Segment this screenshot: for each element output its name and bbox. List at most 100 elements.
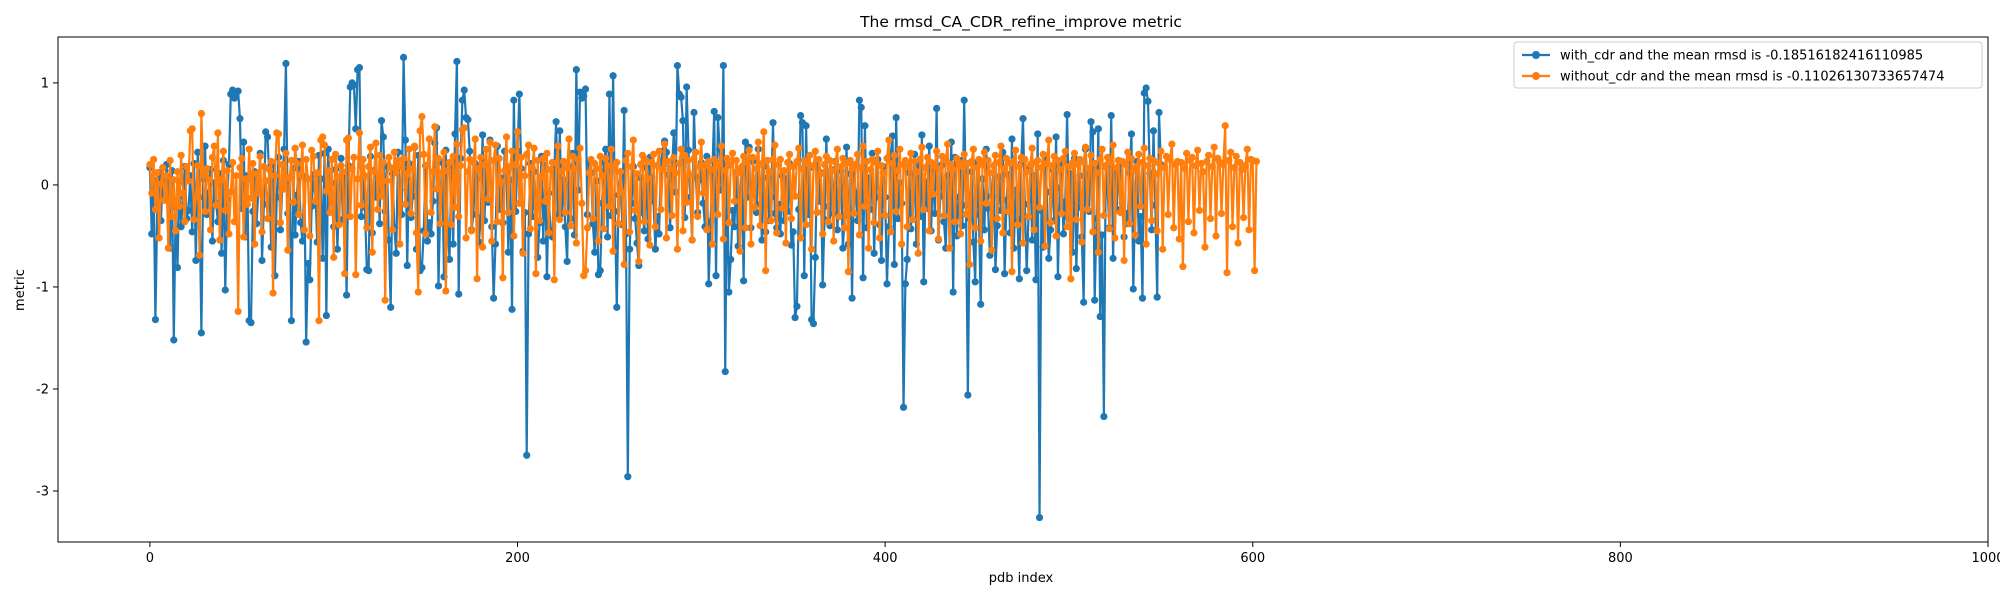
series-2-point [1205, 151, 1213, 159]
series-1-point [613, 303, 621, 311]
x-tick-label: 800 [1608, 551, 1633, 566]
series-2-point [705, 157, 713, 166]
series-2-point [537, 173, 546, 181]
series-2-point [655, 147, 663, 155]
series-2-point [866, 166, 875, 174]
series-2-point [1024, 212, 1033, 221]
series-1-point [1094, 125, 1102, 133]
series-2-point [412, 229, 421, 237]
series-2-point [615, 220, 623, 228]
series-2-point [1001, 165, 1009, 173]
series-2-point [205, 176, 213, 184]
series-2-point [969, 145, 977, 153]
series-2-point [502, 133, 511, 141]
series-1-point [1142, 84, 1150, 92]
series-2-point [1124, 148, 1132, 156]
series-2-point [719, 235, 727, 243]
series-2-point [1102, 161, 1110, 170]
series-2-point [581, 267, 590, 275]
series-2-point [1234, 239, 1242, 247]
series-2-point [921, 163, 930, 172]
series-2-point [728, 149, 737, 157]
series-2-point [627, 162, 636, 171]
series-1-point [556, 127, 564, 135]
series-2-point [945, 244, 954, 252]
series-1-point [602, 145, 610, 153]
series-1-point [539, 237, 547, 245]
series-2-point [784, 158, 792, 167]
series-2-point [157, 180, 165, 188]
series-2-point [355, 129, 364, 137]
series-1-point [258, 256, 266, 265]
series-1-point [940, 218, 948, 226]
series-1-point [403, 261, 411, 270]
series-2-point [438, 169, 446, 177]
series-1-point [728, 206, 737, 215]
series-2-point [526, 225, 534, 233]
series-1-point [626, 245, 634, 253]
series-2-point [499, 274, 507, 282]
series-2-point [752, 165, 761, 173]
series-2-point [241, 175, 250, 183]
series-2-point [164, 244, 172, 252]
series-2-point [699, 189, 707, 197]
series-2-point [855, 231, 864, 239]
series-2-point [1148, 217, 1156, 225]
series-2-point [330, 253, 338, 261]
series-1-point [883, 280, 891, 288]
series-2-point [197, 109, 205, 118]
series-2-point [1041, 242, 1049, 250]
series-2-point [1089, 228, 1097, 236]
series-2-point [394, 156, 402, 165]
series-2-point [1219, 160, 1227, 169]
series-2-point [925, 227, 933, 235]
series-1-point [188, 228, 196, 236]
series-2-point [300, 226, 308, 234]
series-2-point [425, 135, 433, 143]
series-2-point [605, 202, 614, 210]
series-2-point [339, 168, 347, 176]
series-2-point [910, 157, 919, 166]
series-2-point [1241, 161, 1250, 170]
series-2-point [907, 149, 915, 157]
series-1-point [572, 66, 580, 74]
series-2-point [716, 159, 724, 168]
series-1-point [455, 290, 463, 298]
series-1-point [184, 206, 193, 215]
legend-label: without_cdr and the mean rmsd is -0.1102… [1560, 70, 1944, 85]
series-2-point [887, 228, 895, 236]
series-2-point [490, 156, 498, 165]
series-2-point [479, 243, 487, 251]
series-2-point [240, 233, 248, 241]
series-1-point [769, 119, 777, 127]
series-2-point [1070, 149, 1079, 157]
series-2-point [385, 153, 393, 161]
series-1-point [291, 231, 299, 239]
series-2-point [462, 234, 470, 242]
series-1-point [365, 267, 373, 275]
series-2-point [881, 211, 889, 220]
series-1-point [740, 277, 748, 285]
x-tick-label: 400 [873, 551, 898, 566]
series-2-point [1170, 224, 1178, 232]
series-1-point [173, 263, 182, 272]
series-2-point [365, 162, 373, 171]
series-2-point [870, 219, 878, 227]
series-2-point [585, 169, 593, 177]
series-2-point [497, 178, 505, 186]
series-2-point [616, 168, 625, 176]
series-2-point [1069, 158, 1077, 167]
series-2-point [600, 225, 608, 233]
x-axis: 0 200 400 600 800 1000 [146, 542, 2000, 566]
series-2-point [236, 163, 244, 172]
series-1-point [148, 230, 156, 238]
series-2-point [1080, 157, 1088, 166]
series-1-point [425, 219, 433, 227]
series-1-point [714, 114, 722, 122]
series-2-point [859, 142, 867, 150]
series-2-point [828, 167, 836, 175]
series-2-point [252, 170, 261, 178]
series-2-point [1113, 163, 1121, 172]
series-2-point [469, 158, 478, 167]
series-2-point [541, 197, 549, 205]
